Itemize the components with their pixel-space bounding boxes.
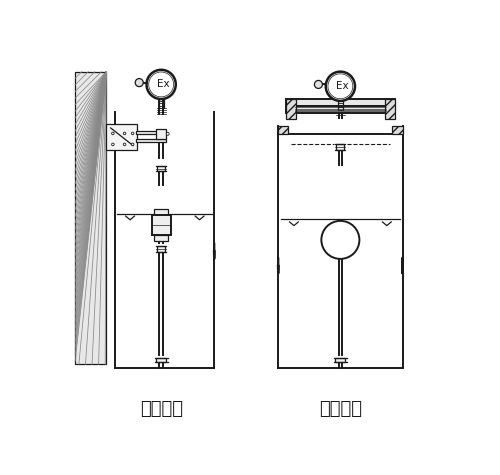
Circle shape	[132, 143, 134, 146]
Bar	[336, 143, 344, 150]
Bar	[156, 129, 166, 139]
Circle shape	[326, 72, 355, 101]
Bar	[154, 209, 168, 216]
Bar	[286, 99, 395, 106]
Bar	[392, 126, 402, 134]
Bar	[152, 215, 171, 235]
Bar	[336, 358, 345, 362]
Bar	[154, 235, 168, 241]
Circle shape	[166, 133, 169, 135]
Text: Ex: Ex	[336, 81, 348, 91]
Bar	[75, 72, 106, 364]
Text: 架装固定: 架装固定	[140, 400, 182, 418]
Circle shape	[146, 70, 176, 99]
Circle shape	[314, 80, 322, 88]
Bar	[286, 99, 296, 119]
Circle shape	[112, 143, 114, 146]
Text: 法兰固定: 法兰固定	[319, 400, 362, 418]
Circle shape	[112, 132, 114, 135]
Bar	[136, 139, 166, 142]
Circle shape	[124, 132, 126, 135]
Circle shape	[322, 221, 360, 259]
Bar	[136, 131, 166, 134]
Circle shape	[132, 132, 134, 135]
Circle shape	[135, 78, 143, 86]
Bar	[385, 99, 395, 119]
Bar	[278, 126, 288, 134]
Circle shape	[124, 143, 126, 146]
Bar	[157, 166, 165, 171]
Bar	[156, 358, 166, 362]
Bar	[106, 124, 138, 150]
Bar	[157, 246, 165, 252]
Bar	[286, 106, 395, 114]
Text: Ex: Ex	[156, 79, 170, 89]
